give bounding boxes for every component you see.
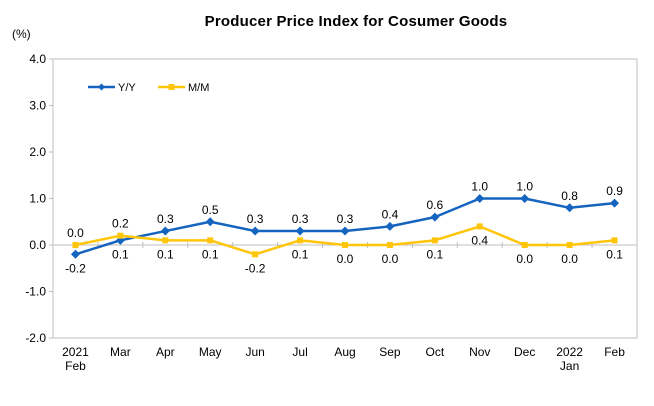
legend: Y/Y M/M [88, 82, 209, 94]
data-label-mm: 0.1 [606, 247, 623, 261]
y-axis-tick-label: 0.0 [29, 238, 46, 252]
y-axis-tick-label: 1.0 [29, 192, 46, 206]
y-axis-tick-label: 2.0 [29, 145, 46, 159]
plot-border [52, 58, 638, 339]
data-point-marker-yy [385, 221, 395, 231]
data-point-marker-yy [70, 249, 80, 259]
x-axis-tick-label: Apr [156, 345, 175, 359]
data-label-mm: 0.1 [292, 247, 309, 261]
legend-item-yy: Y/Y [88, 82, 136, 94]
x-axis-tick-label: Jul [292, 345, 307, 359]
data-point-marker-mm [207, 237, 214, 244]
data-label-mm: 0.0 [561, 252, 578, 266]
data-point-marker-mm [431, 237, 438, 244]
x-axis-tick-label: Mar [110, 345, 131, 359]
data-label-yy: 0.9 [606, 184, 623, 198]
data-point-marker-mm [72, 242, 79, 248]
data-label-yy: 0.3 [157, 212, 174, 226]
data-point-marker-mm [162, 237, 169, 244]
data-point-marker-yy [160, 226, 170, 236]
data-label-yy: 0.8 [561, 189, 578, 203]
data-point-marker-yy [340, 226, 350, 236]
data-label-mm: 0.2 [112, 217, 129, 231]
data-point-marker-mm [521, 242, 528, 248]
data-point-marker-mm [476, 223, 483, 230]
series-yy: -0.2 0.1 0.3 0.5 0.3 0.3 0.3 0.4 0.6 1.0 1.0 0.8 0.9 [65, 180, 623, 276]
chart-title: Producer Price Index for Cosumer Goods [204, 13, 508, 30]
data-label-yy: 1.0 [516, 180, 533, 194]
data-label-yy: 0.6 [427, 198, 444, 212]
data-label-mm: 0.0 [382, 252, 399, 266]
data-point-marker-mm [386, 242, 393, 248]
data-label-yy: 0.1 [112, 247, 129, 261]
data-point-marker-yy [205, 217, 215, 227]
data-label-yy: 0.5 [202, 203, 219, 217]
data-point-marker-mm [117, 232, 124, 239]
y-axis-tick-label: 4.0 [29, 52, 46, 66]
data-label-mm: -0.2 [245, 261, 266, 275]
x-axis-tick-label: 2021 Feb [62, 345, 89, 373]
x-axis-tick-label: Oct [426, 345, 445, 359]
x-axis-tick-label: Aug [334, 345, 355, 359]
legend-label-mm: M/M [188, 82, 209, 94]
y-axis-tick-label: 3.0 [29, 99, 46, 113]
data-label-mm: 0.0 [337, 252, 354, 266]
legend-label-yy: Y/Y [118, 82, 136, 94]
data-point-marker-yy [610, 198, 620, 208]
data-point-marker-yy [295, 226, 305, 236]
data-label-mm: 0.0 [67, 226, 84, 240]
x-axis-tick-label: Dec [514, 345, 535, 359]
y-axis-unit-label: (%) [12, 27, 31, 41]
x-axis-tick-label: Jun [245, 345, 264, 359]
data-point-marker-yy [565, 203, 575, 213]
data-point-marker-yy [430, 212, 440, 222]
legend-item-mm: M/M [158, 82, 209, 94]
data-label-yy: 0.3 [337, 212, 354, 226]
data-point-marker-yy [475, 194, 485, 203]
x-axis-tick-label: Sep [379, 345, 401, 359]
data-point-marker-mm [611, 237, 618, 244]
data-point-marker-yy [250, 226, 260, 236]
legend-marker-yy [98, 83, 105, 91]
data-label-yy: 0.3 [292, 212, 309, 226]
x-axis-tick-label: May [199, 345, 222, 359]
data-point-marker-mm [342, 242, 348, 248]
x-axis-tick-label: 2022 Jan [556, 345, 583, 373]
data-label-yy: 0.4 [382, 207, 399, 221]
data-label-yy: 1.0 [471, 180, 488, 194]
data-label-mm: 0.1 [202, 247, 219, 261]
data-point-marker-mm [252, 251, 259, 258]
data-label-mm: 0.4 [471, 233, 488, 247]
series-mm: 0.0 0.2 0.1 0.1 -0.2 0.1 0.0 0.0 0.1 0.4 0.0 0.0 0.1 [67, 217, 623, 276]
y-axis-tick-label: -1.0 [25, 285, 46, 299]
data-label-mm: 0.1 [427, 247, 444, 261]
data-point-marker-yy [520, 194, 530, 203]
legend-marker-mm [168, 84, 175, 90]
data-label-mm: 0.0 [516, 252, 533, 266]
x-axis-tick-label: Feb [604, 345, 625, 359]
data-label-mm: 0.1 [157, 247, 174, 261]
y-axis-tick-label: -2.0 [25, 331, 46, 345]
data-label-yy: 0.3 [247, 212, 264, 226]
x-axis-tick-label: Nov [469, 345, 490, 359]
data-label-yy: -0.2 [65, 261, 86, 275]
data-point-marker-mm [297, 237, 304, 244]
data-point-marker-mm [566, 242, 573, 248]
